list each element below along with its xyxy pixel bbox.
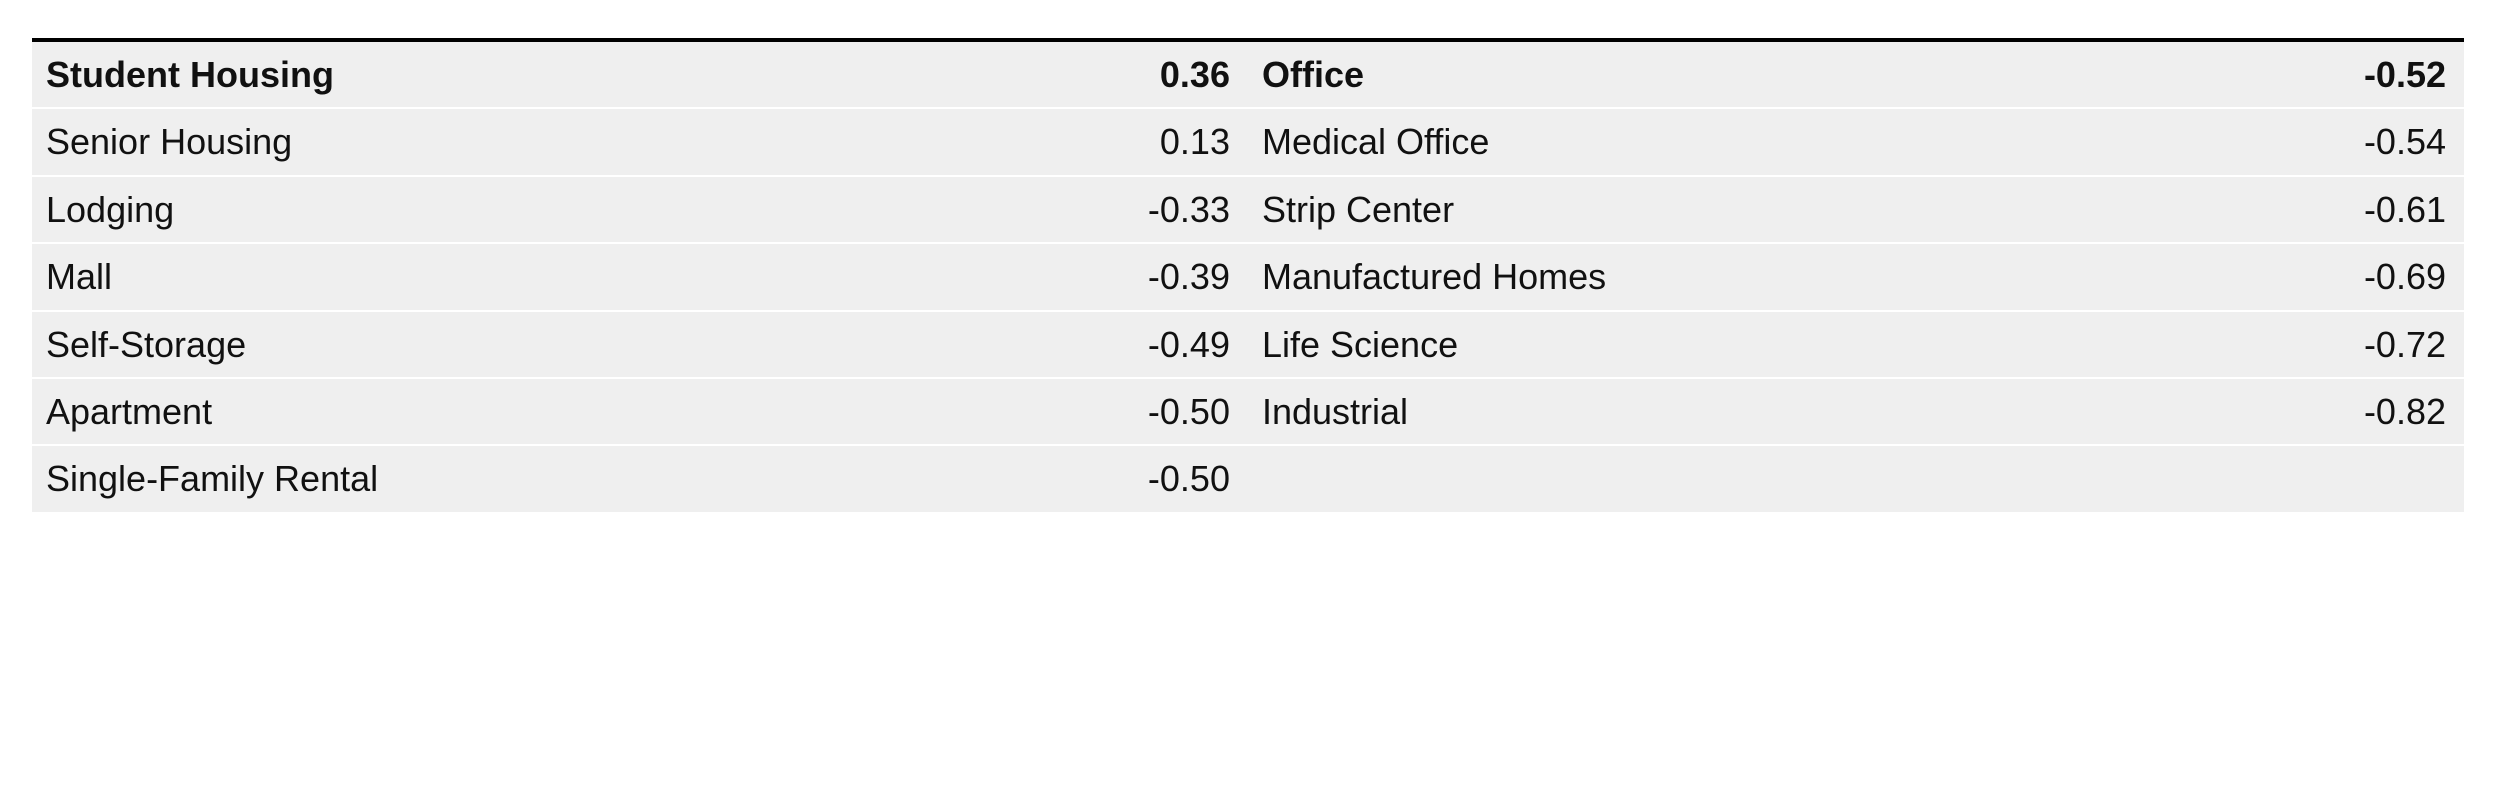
cell-value-left: -0.49 bbox=[825, 311, 1248, 378]
cell-value-right: -0.69 bbox=[2041, 243, 2464, 310]
cell-value-left: -0.50 bbox=[825, 445, 1248, 512]
cell-value-left: 0.13 bbox=[825, 108, 1248, 175]
cell-label-right: Industrial bbox=[1248, 378, 2041, 445]
cell-label-left: Senior Housing bbox=[32, 108, 825, 175]
cell-label-right: Life Science bbox=[1248, 311, 2041, 378]
cell-value-right bbox=[2041, 445, 2464, 512]
cell-label-left: Apartment bbox=[32, 378, 825, 445]
table-row: Single-Family Rental -0.50 bbox=[32, 445, 2464, 512]
table-row: Mall -0.39 Manufactured Homes -0.69 bbox=[32, 243, 2464, 310]
table-row: Senior Housing 0.13 Medical Office -0.54 bbox=[32, 108, 2464, 175]
cell-label-right: Manufactured Homes bbox=[1248, 243, 2041, 310]
cell-label-left: Self-Storage bbox=[32, 311, 825, 378]
table-row: Student Housing 0.36 Office -0.52 bbox=[32, 40, 2464, 108]
cell-value-left: -0.39 bbox=[825, 243, 1248, 310]
cell-label-right: Medical Office bbox=[1248, 108, 2041, 175]
table-row: Lodging -0.33 Strip Center -0.61 bbox=[32, 176, 2464, 243]
table-body: Student Housing 0.36 Office -0.52 Senior… bbox=[32, 40, 2464, 513]
cell-value-left: 0.36 bbox=[825, 40, 1248, 108]
cell-value-right: -0.54 bbox=[2041, 108, 2464, 175]
cell-label-left: Student Housing bbox=[32, 40, 825, 108]
cell-label-left: Mall bbox=[32, 243, 825, 310]
cell-label-right: Office bbox=[1248, 40, 2041, 108]
cell-label-left: Lodging bbox=[32, 176, 825, 243]
cell-value-left: -0.50 bbox=[825, 378, 1248, 445]
table-container: Student Housing 0.36 Office -0.52 Senior… bbox=[0, 0, 2496, 532]
data-table: Student Housing 0.36 Office -0.52 Senior… bbox=[32, 38, 2464, 514]
cell-value-right: -0.52 bbox=[2041, 40, 2464, 108]
table-row: Self-Storage -0.49 Life Science -0.72 bbox=[32, 311, 2464, 378]
cell-label-left: Single-Family Rental bbox=[32, 445, 825, 512]
cell-value-right: -0.82 bbox=[2041, 378, 2464, 445]
cell-value-right: -0.72 bbox=[2041, 311, 2464, 378]
table-row: Apartment -0.50 Industrial -0.82 bbox=[32, 378, 2464, 445]
cell-label-right bbox=[1248, 445, 2041, 512]
cell-value-right: -0.61 bbox=[2041, 176, 2464, 243]
cell-value-left: -0.33 bbox=[825, 176, 1248, 243]
cell-label-right: Strip Center bbox=[1248, 176, 2041, 243]
